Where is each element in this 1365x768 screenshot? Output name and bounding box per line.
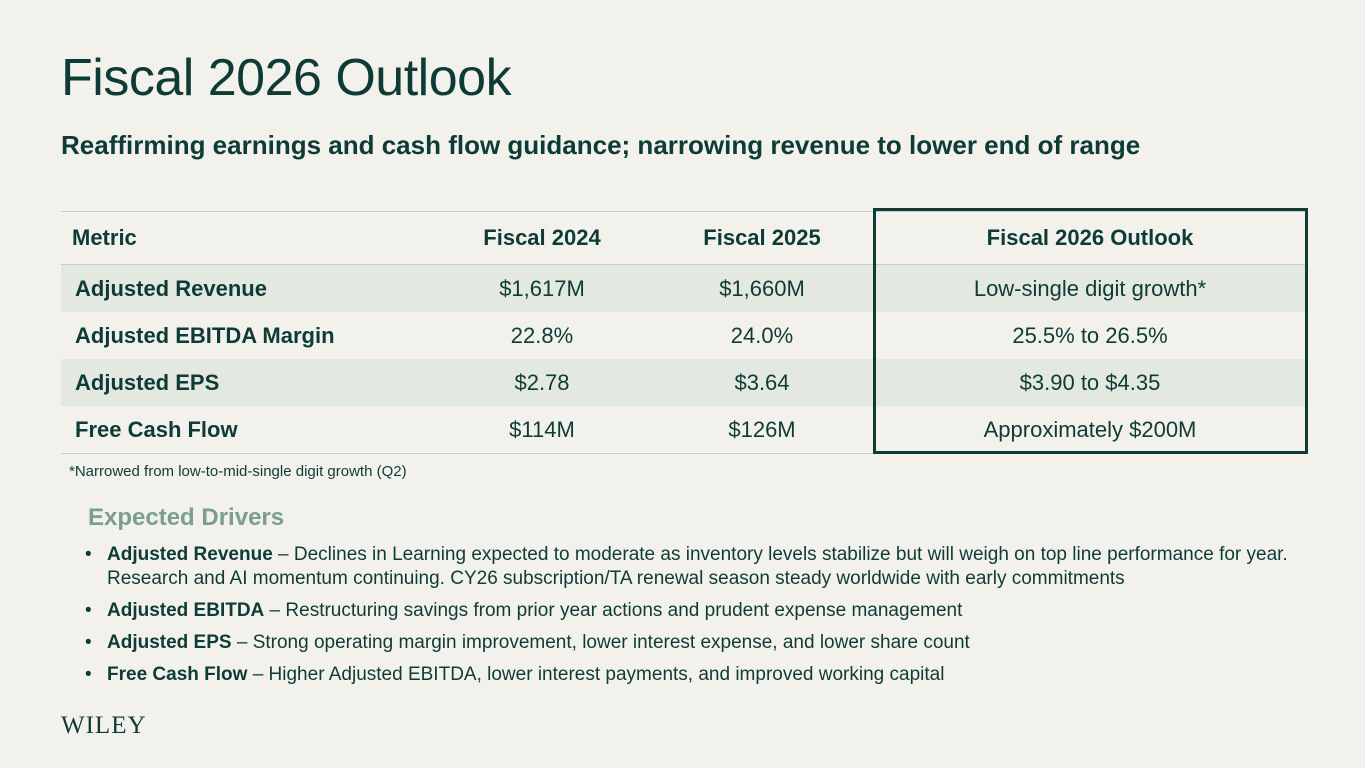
row-fy2025: $126M [728, 416, 796, 442]
row-fy2026-outlook: $3.90 to $4.35 [1019, 369, 1161, 395]
bullet-icon: • [85, 632, 92, 653]
driver-label: Free Cash Flow [107, 664, 248, 685]
bullet-icon: • [85, 600, 92, 621]
table-row: Adjusted EPS $2.78 $3.64 $3.90 to $4.35 [61, 359, 1308, 406]
row-fy2026-outlook: Approximately $200M [983, 416, 1197, 442]
list-item: • Adjusted Revenue – Declines in Learnin… [85, 543, 1315, 591]
list-item: • Adjusted EPS – Strong operating margin… [85, 631, 1315, 655]
row-metric: Adjusted Revenue [75, 275, 267, 301]
driver-text: – Restructuring savings from prior year … [264, 600, 963, 621]
row-fy2026-outlook: 25.5% to 26.5% [1012, 322, 1168, 348]
driver-label: Adjusted EBITDA [107, 600, 265, 621]
header-fiscal-2024: Fiscal 2024 [483, 225, 601, 250]
drivers-list: • Adjusted Revenue – Declines in Learnin… [85, 543, 1315, 695]
table-header-row: Metric Fiscal 2024 Fiscal 2025 Fiscal 20… [61, 211, 1308, 265]
driver-text: – Strong operating margin improvement, l… [231, 632, 970, 653]
row-metric: Adjusted EPS [75, 369, 220, 395]
driver-label: Adjusted EPS [107, 632, 232, 653]
row-fy2024: $2.78 [514, 369, 570, 395]
row-fy2025: $1,660M [719, 275, 805, 301]
row-metric: Adjusted EBITDA Margin [75, 322, 335, 348]
row-fy2025: 24.0% [730, 322, 794, 348]
row-fy2026-outlook: Low-single digit growth* [973, 275, 1207, 301]
driver-text: – Declines in Learning expected to moder… [107, 544, 1288, 589]
driver-label: Adjusted Revenue [107, 544, 273, 565]
table-row: Free Cash Flow $114M $126M Approximately… [61, 406, 1308, 454]
list-item: • Adjusted EBITDA – Restructuring saving… [85, 599, 1315, 623]
table-row: Adjusted EBITDA Margin 22.8% 24.0% 25.5%… [61, 312, 1308, 359]
header-fiscal-2025: Fiscal 2025 [703, 225, 821, 250]
drivers-heading: Expected Drivers [88, 504, 285, 531]
row-fy2025: $3.64 [734, 369, 790, 395]
row-fy2024: 22.8% [510, 322, 574, 348]
bullet-icon: • [85, 544, 92, 565]
page-title: Fiscal 2026 Outlook [61, 49, 512, 107]
row-metric: Free Cash Flow [75, 416, 238, 442]
page-subtitle: Reaffirming earnings and cash flow guida… [61, 130, 1141, 160]
row-fy2024: $114M [509, 416, 575, 442]
row-fy2024: $1,617M [499, 275, 585, 301]
header-metric: Metric [72, 225, 137, 250]
outlook-table: Metric Fiscal 2024 Fiscal 2025 Fiscal 20… [61, 211, 1308, 454]
bullet-icon: • [85, 664, 92, 685]
table-footnote: *Narrowed from low-to-mid-single digit g… [69, 463, 407, 480]
wiley-logo: WILEY [61, 712, 147, 739]
header-fiscal-2026-outlook: Fiscal 2026 Outlook [986, 225, 1194, 250]
list-item: • Free Cash Flow – Higher Adjusted EBITD… [85, 663, 1315, 687]
driver-text: – Higher Adjusted EBITDA, lower interest… [247, 664, 945, 685]
table-row: Adjusted Revenue $1,617M $1,660M Low-sin… [61, 264, 1308, 312]
